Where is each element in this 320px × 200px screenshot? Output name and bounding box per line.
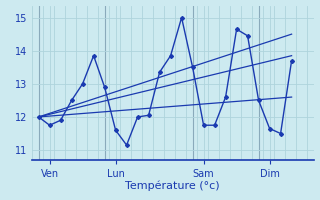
- X-axis label: Température (°c): Température (°c): [125, 180, 220, 191]
